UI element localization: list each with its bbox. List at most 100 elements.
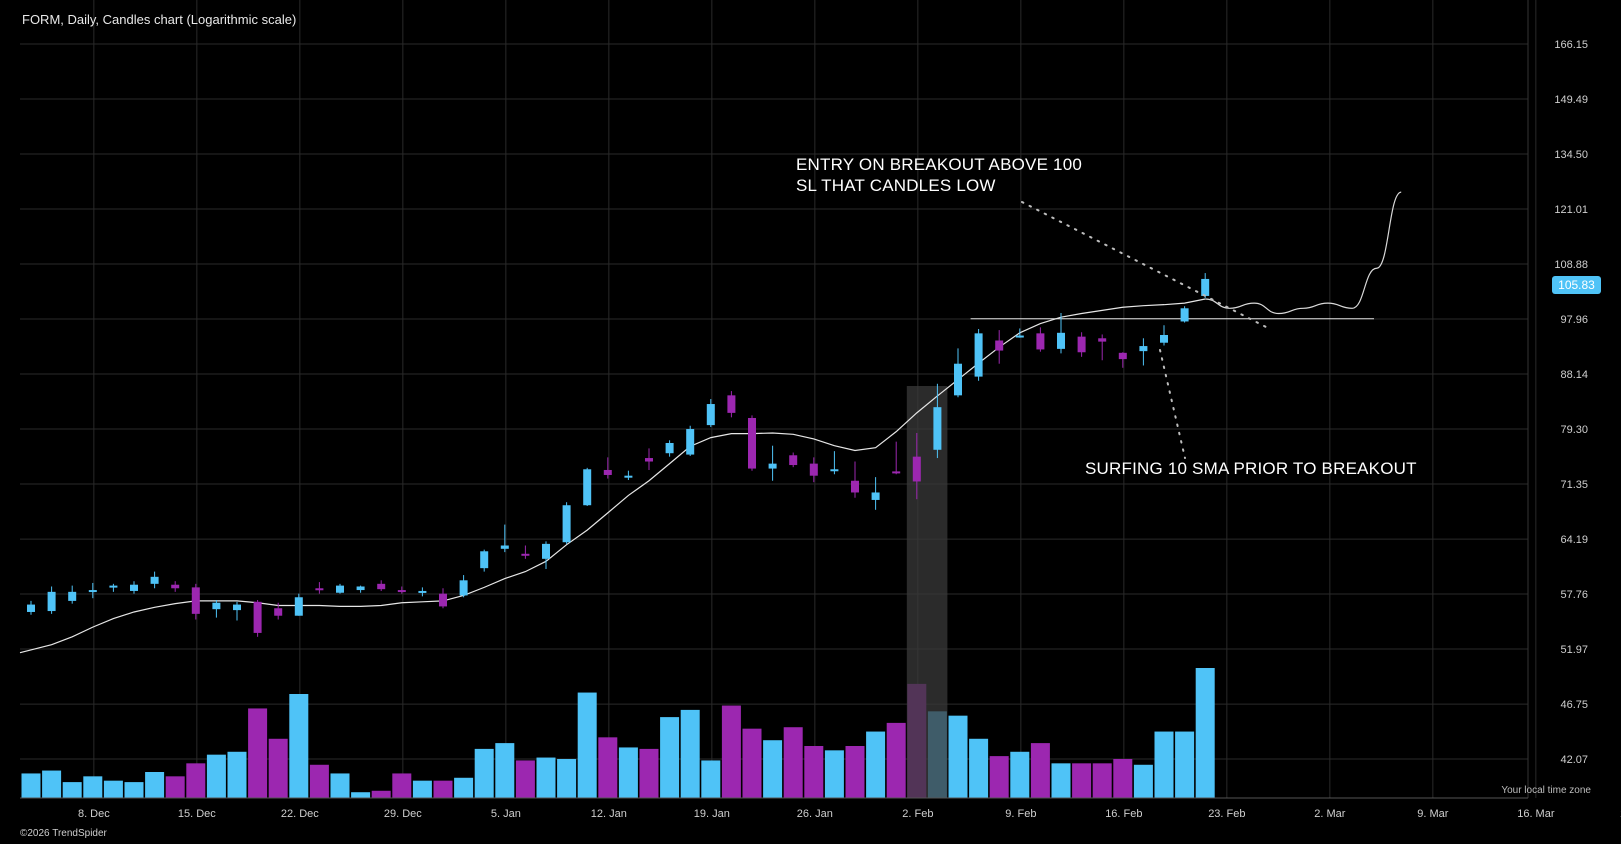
- last-price-badge: 105.83: [1552, 276, 1601, 294]
- volume-bar: [948, 715, 968, 798]
- x-tick-label: 12. Jan: [591, 808, 627, 820]
- highlight-zone: [906, 386, 948, 798]
- volume-bar: [495, 743, 515, 798]
- candle-body: [1015, 335, 1024, 338]
- volume-bar: [392, 773, 412, 798]
- volume-bar: [598, 737, 618, 798]
- y-tick-label: 71.35: [1560, 479, 1588, 491]
- volume-bar: [1051, 763, 1071, 798]
- volume-bars: [21, 668, 1215, 798]
- candle-body: [88, 590, 97, 593]
- volume-bar: [866, 731, 886, 798]
- volume-bar: [742, 728, 762, 798]
- candle-body: [294, 597, 303, 616]
- volume-bar: [289, 694, 309, 798]
- candle-body: [1180, 308, 1189, 322]
- candle-body: [830, 469, 839, 472]
- candle-body: [912, 456, 921, 482]
- candle-body: [377, 583, 386, 590]
- chart-title: FORM, Daily, Candles chart (Logarithmic …: [22, 12, 297, 27]
- y-tick-label: 64.19: [1560, 534, 1588, 546]
- candle-body: [562, 505, 571, 543]
- x-tick-label: 2. Mar: [1314, 808, 1346, 820]
- volume-bar: [454, 777, 474, 798]
- candle-body: [500, 545, 509, 549]
- volume-bar: [1133, 764, 1153, 798]
- volume-bar: [1113, 759, 1133, 798]
- candle-body: [768, 463, 777, 469]
- volume-bar: [371, 790, 391, 798]
- candle-body: [851, 480, 859, 493]
- candle-body: [47, 591, 56, 612]
- volume-bar: [845, 746, 865, 798]
- candle-body: [27, 604, 35, 612]
- y-tick-label: 121.01: [1554, 204, 1588, 216]
- chart-grid: [20, 0, 1537, 798]
- volume-bar: [618, 747, 638, 798]
- volume-bar: [577, 692, 597, 798]
- annotation-pointer-surfing: [1159, 349, 1186, 459]
- x-tick-label: 2. Feb: [902, 808, 933, 820]
- volume-bar: [412, 780, 432, 798]
- candle-body: [356, 586, 365, 591]
- candle-body: [748, 417, 756, 469]
- candle-body: [686, 429, 695, 455]
- y-tick-label: 88.14: [1560, 369, 1588, 381]
- volume-bar: [557, 759, 577, 798]
- y-tick-label: 108.88: [1554, 259, 1588, 271]
- annotation-surfing: SURFING 10 SMA PRIOR TO BREAKOUT: [1085, 459, 1417, 478]
- candle-body: [871, 492, 880, 500]
- y-tick-label: 51.97: [1560, 644, 1588, 656]
- candle-body: [603, 469, 612, 475]
- volume-bar: [639, 748, 659, 798]
- candle-body: [336, 585, 344, 593]
- volume-bar: [763, 740, 783, 798]
- volume-bar: [1154, 731, 1174, 798]
- candle-body: [1077, 336, 1086, 353]
- candle-body: [1201, 278, 1210, 296]
- volume-bar: [206, 754, 226, 798]
- y-tick-label: 134.50: [1554, 149, 1588, 161]
- candle-body: [645, 458, 653, 462]
- x-tick-label: 26. Jan: [797, 808, 833, 820]
- annotation-entry-line1: ENTRY ON BREAKOUT ABOVE 100: [796, 155, 1083, 174]
- x-tick-label: 23. Feb: [1208, 808, 1245, 820]
- volume-bar: [1195, 668, 1215, 798]
- volume-bar: [433, 780, 453, 798]
- sma-10-line: [19, 298, 1206, 654]
- volume-bar: [783, 727, 803, 798]
- annotation-entry-line2: SL THAT CANDLES LOW: [796, 176, 996, 195]
- x-tick-label: 9. Mar: [1417, 808, 1449, 820]
- candle-body: [542, 543, 550, 559]
- volume-bar: [1010, 751, 1030, 798]
- candle-body: [315, 588, 324, 591]
- volume-bar: [42, 770, 62, 798]
- candle-body: [68, 591, 77, 601]
- volume-bar: [824, 750, 844, 798]
- timezone-note: Your local time zone: [1501, 785, 1591, 796]
- volume-bar: [969, 738, 989, 798]
- volume-bar: [145, 772, 165, 798]
- volume-bar: [227, 751, 247, 798]
- y-tick-label: 149.49: [1554, 94, 1588, 106]
- volume-bar: [1175, 731, 1195, 798]
- candle-body: [727, 395, 736, 413]
- projection-path: [1205, 191, 1402, 315]
- volume-bar: [186, 763, 206, 798]
- candle-body: [995, 340, 1004, 351]
- x-tick-label: 16. Feb: [1105, 808, 1142, 820]
- volume-bar: [268, 738, 288, 798]
- y-tick-label: 79.30: [1560, 424, 1588, 436]
- candles: [27, 273, 1210, 637]
- x-tick-label: 22. Dec: [281, 808, 319, 820]
- volume-bar: [1030, 743, 1050, 798]
- candle-body: [706, 404, 715, 426]
- volume-bar: [886, 722, 906, 798]
- candle-body: [212, 602, 221, 610]
- volume-bar: [248, 708, 268, 798]
- candle-body: [1098, 338, 1107, 342]
- candle-body: [624, 475, 633, 478]
- x-tick-label: 5. Jan: [491, 808, 521, 820]
- annotation-pointer-entry: [1021, 201, 1269, 329]
